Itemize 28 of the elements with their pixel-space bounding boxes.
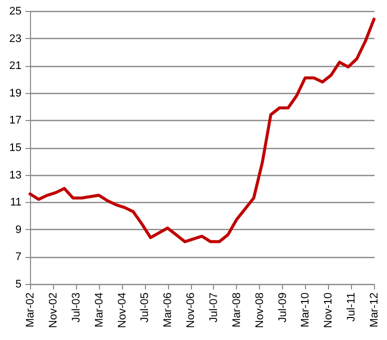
x-tick-label: Mar-02	[24, 292, 36, 328]
x-tick-label: Jul-05	[139, 292, 152, 322]
x-tick-label: Mar-12	[368, 292, 380, 328]
y-tick-label: 21	[9, 60, 22, 72]
x-tick-label: Mar-08	[230, 292, 243, 328]
x-tick-label: Nov-08	[254, 292, 266, 328]
x-tick-label: Nov-06	[185, 292, 198, 328]
x-tick-label: Nov-10	[322, 292, 335, 328]
y-tick-label: 11	[10, 196, 22, 209]
x-tick-label: Jul-07	[208, 292, 220, 322]
y-tick-label: 15	[9, 142, 22, 154]
y-tick-label: 19	[9, 87, 22, 100]
x-tick-label: Jul-03	[70, 292, 82, 322]
y-tick-label: 9	[15, 224, 22, 236]
x-tick-label: Nov-02	[48, 292, 60, 328]
y-tick-label: 13	[9, 169, 22, 182]
x-tick-label: Jul-09	[276, 292, 289, 322]
x-tick-label: Mar-04	[93, 292, 106, 328]
y-tick-label: 7	[15, 251, 22, 264]
x-tick-label: Mar-06	[162, 292, 174, 328]
y-tick-label: 25	[9, 6, 22, 18]
x-tick-label: Nov-04	[116, 292, 128, 328]
x-tick-label: Mar-10	[300, 292, 312, 328]
y-tick-label: 5	[15, 278, 22, 290]
line-series	[28, 18, 376, 244]
x-tick-label: Jul-11	[346, 292, 358, 322]
y-tick-label: 23	[9, 32, 22, 45]
y-tick-label: 17	[9, 114, 22, 127]
